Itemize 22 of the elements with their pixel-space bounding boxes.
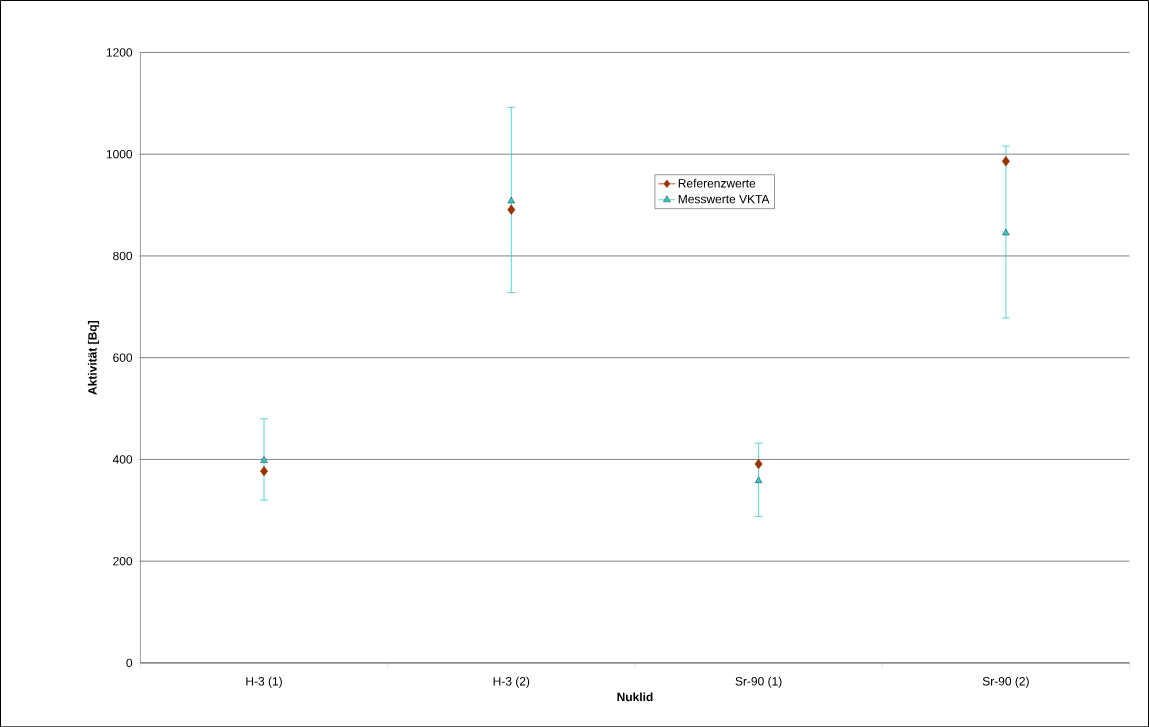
point: [754, 458, 763, 470]
legend-label: Messwerte VKTA: [678, 194, 770, 204]
x-tick-label: H-3 (1): [246, 676, 282, 688]
y-tick-label: 400: [112, 455, 133, 464]
x-tick-label: H-3 (2): [493, 676, 530, 688]
y-tick-label: 1000: [106, 149, 133, 159]
x-axis-title: Nuklid: [617, 692, 653, 702]
point: [260, 456, 268, 463]
y-axis-title: Aktivität [Bq]: [87, 320, 100, 395]
legend-label: Referenzwerte: [678, 178, 756, 188]
point: [1001, 155, 1010, 167]
y-tick-label: 200: [113, 556, 133, 566]
y-tick-label: 600: [113, 353, 133, 362]
x-tick-label: Sr-90 (2): [982, 676, 1029, 688]
x-tick-label: Sr-90 (1): [735, 676, 782, 688]
y-tick-label: 0: [126, 658, 133, 667]
point: [1002, 228, 1010, 236]
point: [507, 204, 516, 215]
point: [507, 196, 515, 204]
y-tick-label: 1200: [106, 48, 133, 57]
y-tick-label: 800: [113, 251, 133, 260]
point: [754, 476, 763, 483]
